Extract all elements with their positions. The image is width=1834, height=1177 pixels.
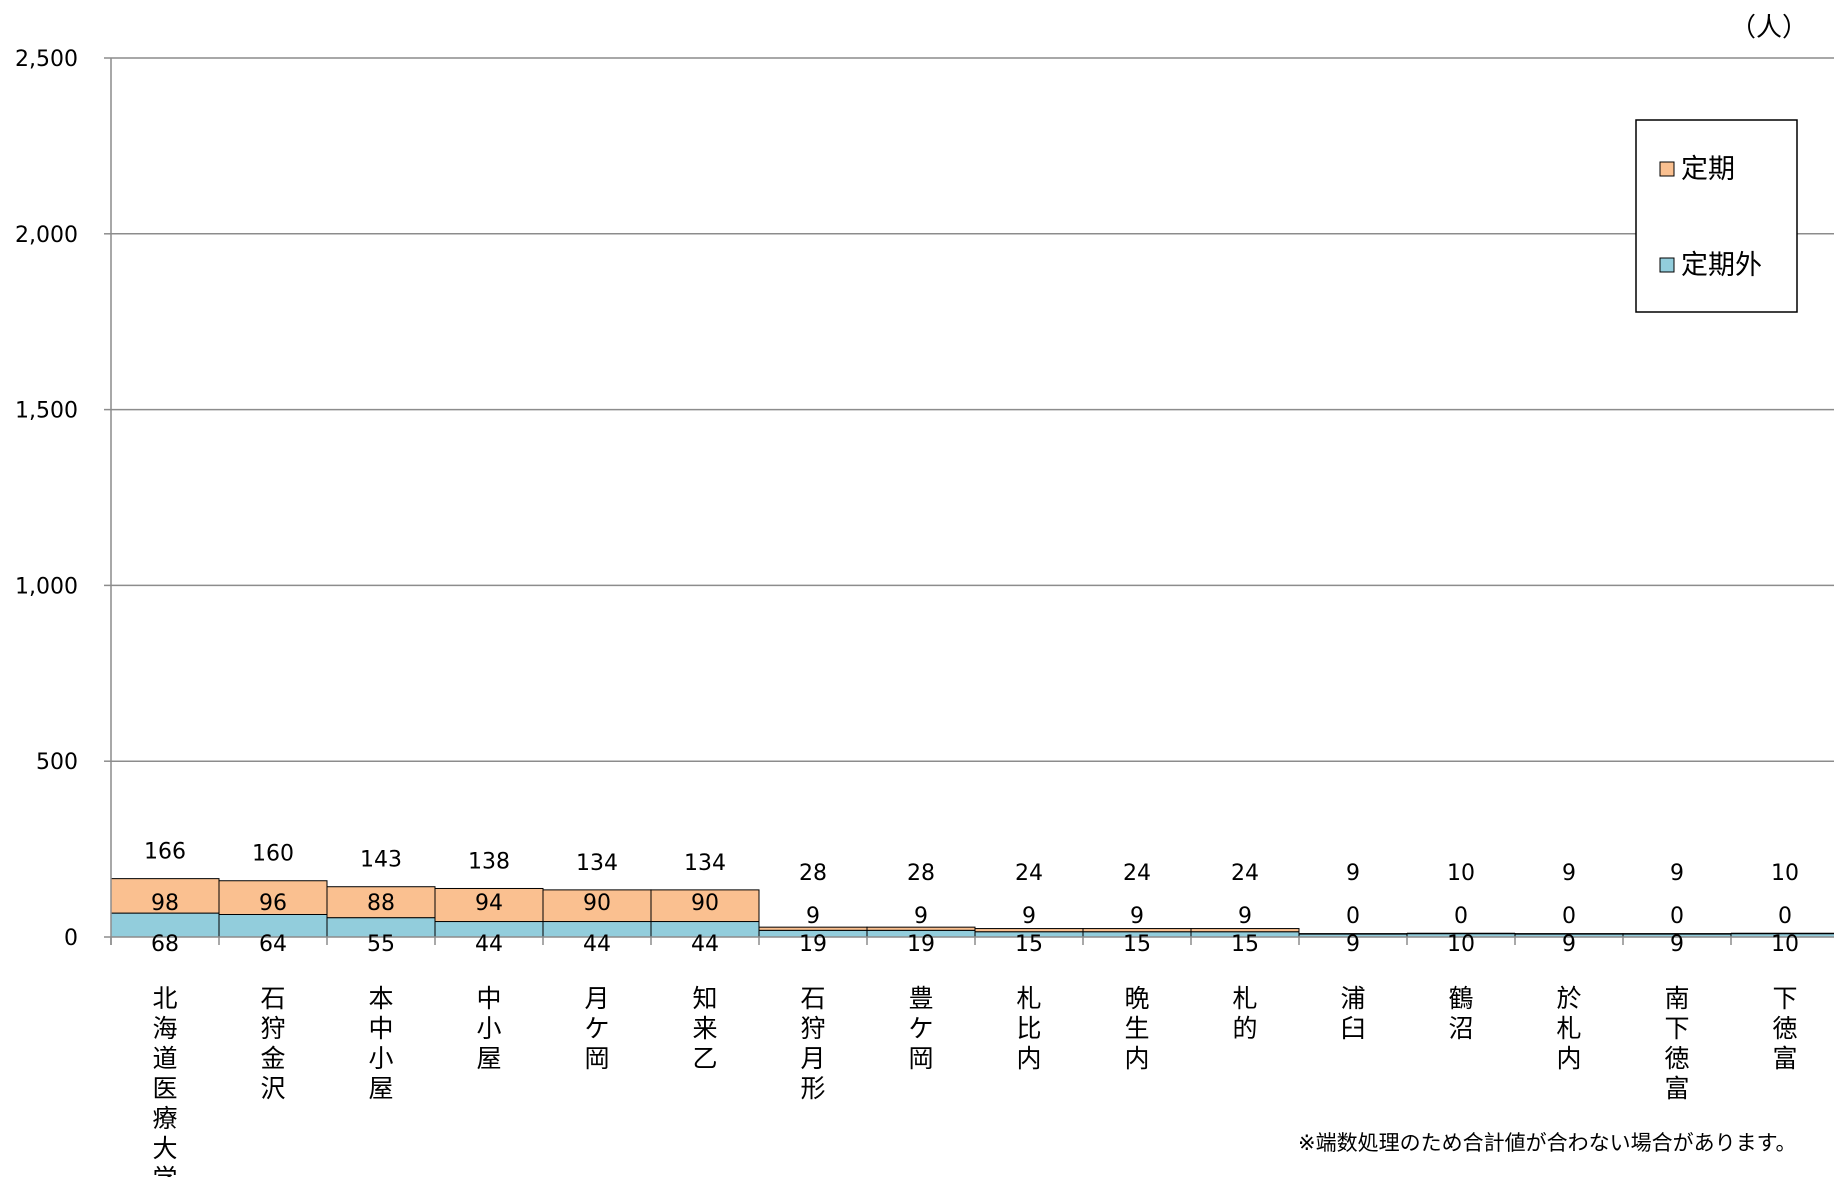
data-label-teikigai: 10 [1447, 932, 1475, 957]
data-label-total: 24 [1231, 861, 1259, 886]
data-label-total: 9 [1562, 861, 1576, 886]
data-label-total: 28 [799, 861, 827, 886]
category-label: 石狩月形 [800, 984, 825, 1103]
gridlines [111, 57, 1834, 762]
bar-segment-teiki [218, 880, 328, 915]
data-label-total: 9 [1346, 861, 1360, 886]
data-label-teiki: 0 [1778, 904, 1792, 929]
category-label: 浦臼 [1340, 984, 1365, 1043]
y-tick-label: 2,000 [15, 223, 78, 248]
data-label-teikigai: 44 [583, 932, 611, 957]
data-label-teiki: 94 [475, 891, 503, 916]
category-label: 北海道医療大学 [152, 984, 177, 1177]
y-tick-label: 0 [64, 926, 78, 951]
category-label: 札的 [1232, 984, 1257, 1043]
y-tick-label: 2,500 [15, 47, 78, 72]
data-label-teikigai: 9 [1670, 932, 1684, 957]
data-label-teiki: 90 [691, 891, 719, 916]
data-label-total: 134 [576, 851, 618, 876]
category-label: 知来乙 [692, 984, 717, 1073]
category-label: 下徳富 [1772, 984, 1797, 1073]
data-label-teikigai: 64 [259, 932, 287, 957]
category-label: 月ケ岡 [584, 984, 609, 1073]
unit-label: （人） [1730, 13, 1808, 43]
data-label-teikigai: 19 [799, 932, 827, 957]
data-label-teiki: 0 [1454, 904, 1468, 929]
data-label-total: 166 [144, 840, 186, 865]
bars [110, 878, 1834, 938]
data-label-total: 24 [1015, 861, 1043, 886]
data-label-teikigai: 9 [1562, 932, 1576, 957]
category-label: 中小屋 [476, 984, 501, 1073]
data-label-total: 10 [1447, 861, 1475, 886]
legend-label-teiki: 定期 [1681, 154, 1735, 185]
category-labels: 北海道医療大学 石狩金沢 本中小屋 中小屋 月ケ岡 知来乙 石狩月形 豊ケ岡 札比内 晩生内 札的 浦… [152, 984, 1797, 1177]
data-label-teikigai: 55 [367, 932, 395, 957]
data-label-teikigai: 15 [1231, 932, 1259, 957]
data-label-teiki: 0 [1670, 904, 1684, 929]
data-label-teiki: 9 [1022, 904, 1036, 929]
category-label: 南下徳富 [1664, 984, 1689, 1103]
data-label-teiki: 96 [259, 891, 287, 916]
bar-segment-teiki [1190, 928, 1300, 933]
data-label-total: 10 [1771, 861, 1799, 886]
data-label-total: 9 [1670, 861, 1684, 886]
data-label-teiki: 0 [1346, 904, 1360, 929]
data-label-teikigai: 44 [691, 932, 719, 957]
data-label-teikigai: 10 [1771, 932, 1799, 957]
data-label-teiki: 9 [914, 904, 928, 929]
category-label: 於札内 [1556, 984, 1581, 1073]
data-label-teiki: 0 [1562, 904, 1576, 929]
legend-label-teikigai: 定期外 [1681, 250, 1762, 281]
data-label-total: 160 [252, 842, 294, 867]
data-label-total: 134 [684, 851, 726, 876]
legend-swatch-teiki [1659, 161, 1675, 177]
data-label-teiki: 98 [151, 891, 179, 916]
data-label-total: 28 [907, 861, 935, 886]
legend-swatch-teikigai [1659, 257, 1675, 273]
legend: 定期 定期外 [1635, 119, 1798, 313]
category-label: 豊ケ岡 [908, 984, 933, 1073]
data-labels: 6898166649616055881434494138449013444901… [144, 840, 1799, 957]
category-label: 鶴沼 [1448, 984, 1473, 1043]
data-label-teiki: 9 [1130, 904, 1144, 929]
category-label: 石狩金沢 [260, 984, 285, 1103]
data-label-teikigai: 15 [1015, 932, 1043, 957]
data-label-total: 24 [1123, 861, 1151, 886]
bar-segment-teiki [326, 886, 436, 919]
data-label-teikigai: 19 [907, 932, 935, 957]
data-label-teikigai: 68 [151, 932, 179, 957]
data-label-teiki: 88 [367, 891, 395, 916]
data-label-teikigai: 44 [475, 932, 503, 957]
data-label-teikigai: 9 [1346, 932, 1360, 957]
bar-segment-teiki [650, 889, 760, 923]
data-label-teiki: 9 [1238, 904, 1252, 929]
data-label-teiki: 9 [806, 904, 820, 929]
axes: 0 500 1,000 1,500 2,000 2,500 [15, 47, 1834, 951]
category-label: 晩生内 [1124, 984, 1149, 1073]
category-label: 本中小屋 [368, 984, 393, 1103]
data-label-total: 143 [360, 848, 402, 873]
category-label: 札比内 [1016, 984, 1041, 1073]
data-label-teikigai: 15 [1123, 932, 1151, 957]
footnote: ※端数処理のため合計値が合わない場合があります。 [1298, 1131, 1797, 1155]
y-tick-label: 1,000 [15, 574, 78, 599]
data-label-total: 138 [468, 849, 510, 874]
y-tick-label: 1,500 [15, 399, 78, 424]
data-label-teiki: 90 [583, 891, 611, 916]
y-tick-label: 500 [36, 750, 78, 775]
